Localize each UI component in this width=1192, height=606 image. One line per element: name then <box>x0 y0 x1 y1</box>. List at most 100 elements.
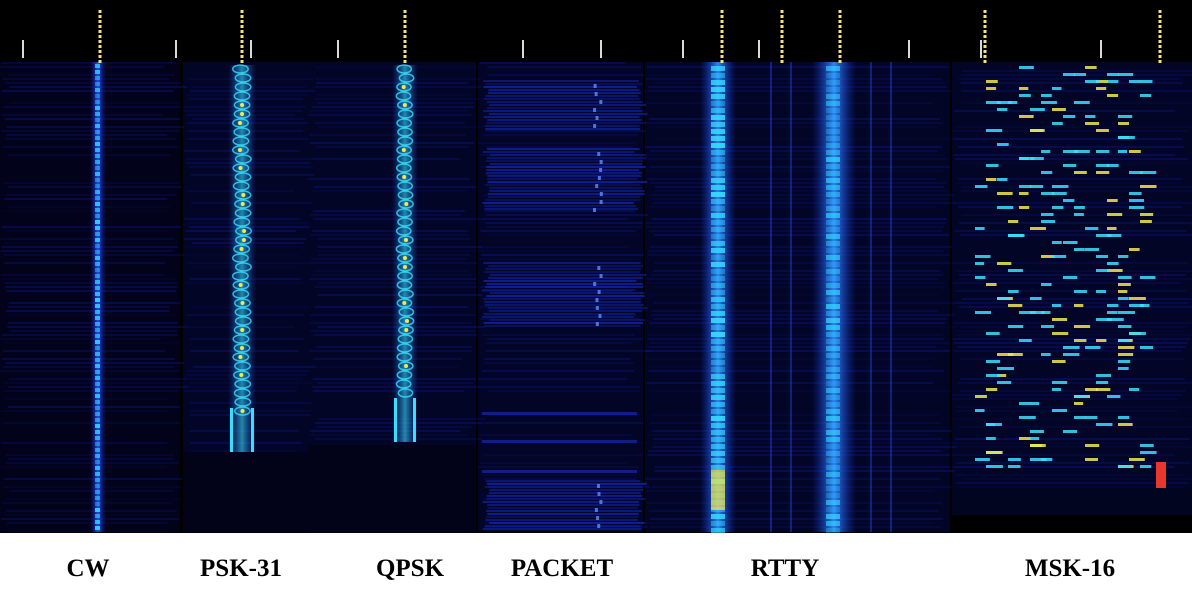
rtty-mark-bit <box>711 353 725 358</box>
msk-tone <box>986 80 998 83</box>
rtty-sideband <box>790 62 792 532</box>
marker-dot <box>721 20 724 23</box>
msk-tone <box>1118 311 1135 314</box>
noise-line <box>1 442 167 444</box>
packet-burst <box>487 283 643 285</box>
noise-line <box>309 366 459 368</box>
packet-burst <box>489 190 644 192</box>
msk-tone <box>1052 360 1066 363</box>
packet-line <box>482 470 637 473</box>
msk-tone <box>1074 402 1083 405</box>
msk-tone <box>1019 339 1032 342</box>
packet-tone <box>599 168 602 172</box>
rtty-mark-bit <box>711 234 725 239</box>
cw-dot <box>95 232 100 236</box>
noise-line <box>959 222 1191 224</box>
cw-dot <box>95 394 100 398</box>
rtty-mark-bit <box>711 514 725 519</box>
rtty-mark-bit <box>711 73 725 78</box>
msk-tone <box>1074 248 1085 251</box>
tick-mark <box>980 40 982 58</box>
cw-dot <box>95 112 100 116</box>
rtty-mark-bit <box>711 458 725 463</box>
phase-peak <box>241 409 245 413</box>
noise-line <box>8 206 170 208</box>
msk-tone <box>1052 304 1061 307</box>
rtty-mark-bit <box>711 346 725 351</box>
noise-line <box>652 198 950 200</box>
cw-dot <box>95 274 100 278</box>
cw-dot <box>95 484 100 488</box>
rtty-mark-bit <box>711 402 725 407</box>
noise-line <box>958 206 1182 208</box>
msk-tone <box>1129 171 1143 174</box>
marker-dot <box>781 40 784 43</box>
msk-tone <box>1052 185 1068 188</box>
msk-tone <box>1118 290 1127 293</box>
msk-tone <box>1041 325 1054 328</box>
msk-tone <box>1030 437 1039 440</box>
packet-burst <box>487 107 640 109</box>
cw-dot <box>95 400 100 404</box>
msk-tone <box>997 367 1014 370</box>
rtty-space-bit <box>826 500 840 505</box>
packet-burst <box>483 322 642 324</box>
rtty-space-bit <box>826 178 840 183</box>
msk-tone <box>1052 122 1063 125</box>
msk-tone <box>1041 353 1051 356</box>
cw-dot <box>95 244 100 248</box>
tone-right <box>251 408 254 452</box>
phase-peak <box>402 175 406 179</box>
phase-peak <box>238 121 242 125</box>
noise-line <box>311 190 466 192</box>
marker-dot <box>99 45 102 48</box>
msk-tone <box>1140 444 1154 447</box>
noise-line <box>650 518 943 520</box>
cw-dot <box>95 268 100 272</box>
msk-tone <box>986 423 1002 426</box>
msk-tone <box>1118 283 1131 286</box>
marker-dot <box>984 50 987 53</box>
noise-line <box>645 478 939 480</box>
noise-line <box>310 214 461 216</box>
phase-peak <box>404 238 408 242</box>
msk-tone <box>1030 227 1046 230</box>
rtty-mark-bit <box>711 262 725 267</box>
noise-line <box>484 362 633 364</box>
msk-tone <box>1074 171 1087 174</box>
label-cw: CW <box>58 555 118 583</box>
rtty-space-bit <box>826 339 840 344</box>
noise-line <box>647 66 949 68</box>
msk-tone <box>1008 304 1022 307</box>
cw-dot <box>95 526 100 530</box>
marker-dot <box>839 60 842 63</box>
rtty-mark-bit <box>711 178 725 183</box>
noise-line <box>653 302 957 304</box>
marker-dot <box>781 55 784 58</box>
packet-burst <box>483 313 635 315</box>
noise-line <box>653 318 946 320</box>
noise-line <box>480 230 635 232</box>
rtty-space-bit <box>826 157 840 162</box>
noise-line <box>479 142 636 144</box>
noise-line <box>646 122 942 124</box>
rtty-space-bit <box>826 402 840 407</box>
marker-dot <box>241 50 244 53</box>
cw-dot <box>95 160 100 164</box>
noise-line <box>649 206 936 208</box>
msk-tone <box>975 458 990 461</box>
msk-tone <box>1008 325 1023 328</box>
msk-tone <box>1019 157 1034 160</box>
msk-tone <box>1118 255 1128 258</box>
noise-line <box>956 302 1188 304</box>
phase-peak <box>404 202 408 206</box>
rtty-space-bit <box>826 276 840 281</box>
packet-burst <box>487 504 639 506</box>
msk-tone <box>1118 122 1129 125</box>
packet-tone <box>598 176 601 180</box>
rtty-mark-bit <box>711 185 725 190</box>
packet-tone <box>600 274 603 278</box>
msk-tone <box>1118 339 1130 342</box>
noise-line <box>955 182 1181 184</box>
rtty-mark-bit <box>711 248 725 253</box>
